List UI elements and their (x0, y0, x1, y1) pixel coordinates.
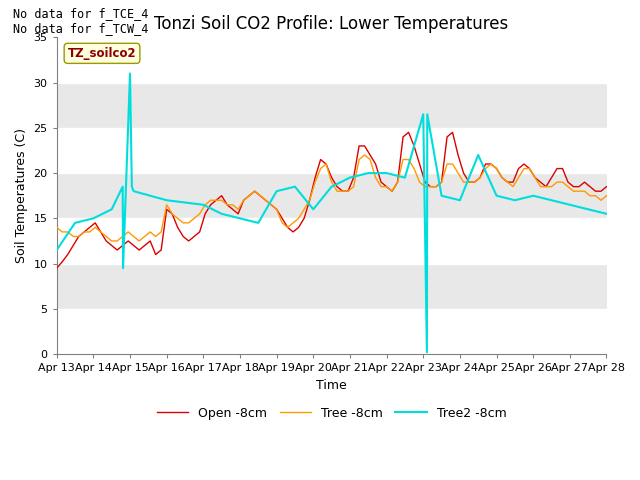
Text: No data for f_TCW_4: No data for f_TCW_4 (13, 22, 148, 35)
Open -8cm (404, 130, 412, 135)
Bar (57, 218, 607, 264)
Tree2 -8cm (401, 175, 409, 180)
Tree -8cm (92, 225, 99, 230)
Tree2 -8cm (291, 184, 299, 190)
Tree -8cm (603, 193, 611, 199)
Bar (57, 128, 607, 173)
Tree2 -8cm (566, 202, 573, 208)
Tree2 -8cm (236, 216, 244, 221)
Tree2 -8cm (493, 193, 500, 199)
Tree2 -8cm (548, 197, 556, 203)
Tree -8cm (361, 152, 369, 158)
Tree2 -8cm (383, 170, 390, 176)
Tree2 -8cm (438, 193, 445, 199)
Tree -8cm (311, 179, 319, 185)
Tree2 -8cm (119, 265, 127, 271)
Tree2 -8cm (603, 211, 611, 216)
Tree -8cm (476, 175, 484, 180)
Y-axis label: Soil Temperatures (C): Soil Temperatures (C) (15, 128, 28, 263)
Tree -8cm (53, 225, 61, 230)
Tree2 -8cm (529, 193, 537, 199)
Open -8cm (470, 179, 478, 185)
Tree2 -8cm (273, 188, 280, 194)
Line: Open -8cm: Open -8cm (57, 132, 607, 268)
Tree -8cm (394, 179, 401, 185)
Open -8cm (383, 184, 390, 190)
X-axis label: Time: Time (316, 379, 347, 392)
Tree2 -8cm (200, 202, 207, 208)
Tree2 -8cm (90, 216, 97, 221)
Tree -8cm (196, 211, 204, 216)
Text: TZ_soilco2: TZ_soilco2 (68, 47, 136, 60)
Tree2 -8cm (423, 349, 431, 355)
Open -8cm (444, 134, 451, 140)
Tree2 -8cm (456, 197, 464, 203)
Tree2 -8cm (130, 188, 138, 194)
Tree -8cm (449, 161, 456, 167)
Tree2 -8cm (163, 197, 170, 203)
Line: Tree2 -8cm: Tree2 -8cm (57, 73, 607, 352)
Bar (57, 37, 607, 83)
Tree2 -8cm (53, 247, 61, 253)
Text: No data for f_TCE_4: No data for f_TCE_4 (13, 7, 148, 20)
Tree2 -8cm (218, 211, 225, 216)
Tree2 -8cm (328, 184, 335, 190)
Tree2 -8cm (108, 206, 116, 212)
Tree2 -8cm (511, 197, 518, 203)
Tree2 -8cm (364, 170, 372, 176)
Tree2 -8cm (119, 184, 127, 190)
Tree2 -8cm (474, 152, 482, 158)
Line: Tree -8cm: Tree -8cm (57, 155, 607, 241)
Tree2 -8cm (424, 111, 431, 117)
Open -8cm (603, 184, 611, 190)
Open -8cm (53, 265, 61, 271)
Open -8cm (190, 234, 198, 240)
Tree2 -8cm (584, 206, 592, 212)
Tree2 -8cm (255, 220, 262, 226)
Tree2 -8cm (71, 220, 79, 226)
Legend: Open -8cm, Tree -8cm, Tree2 -8cm: Open -8cm, Tree -8cm, Tree2 -8cm (152, 402, 511, 424)
Tree2 -8cm (126, 71, 134, 76)
Open -8cm (306, 197, 314, 203)
Tree2 -8cm (309, 206, 317, 212)
Tree -8cm (108, 238, 116, 244)
Tree2 -8cm (346, 175, 354, 180)
Tree2 -8cm (419, 111, 427, 117)
Bar (57, 309, 607, 354)
Tree2 -8cm (128, 184, 136, 190)
Open -8cm (92, 220, 99, 226)
Title: Tonzi Soil CO2 Profile: Lower Temperatures: Tonzi Soil CO2 Profile: Lower Temperatur… (154, 15, 509, 33)
